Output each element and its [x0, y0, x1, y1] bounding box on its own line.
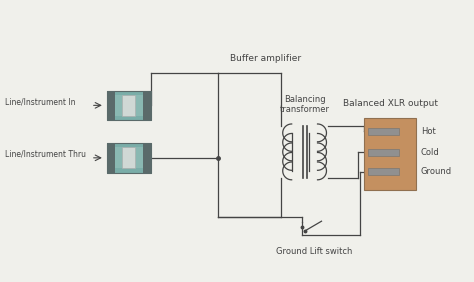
- Bar: [364, 118, 416, 190]
- Bar: [107, 143, 115, 173]
- Bar: [143, 91, 151, 120]
- Text: Buffer amplifier: Buffer amplifier: [230, 54, 301, 63]
- Bar: [135, 147, 143, 168]
- Text: Ground Lift switch: Ground Lift switch: [276, 247, 353, 256]
- Text: Line/Instrument In: Line/Instrument In: [5, 98, 76, 106]
- Text: Cold: Cold: [421, 148, 440, 157]
- Bar: [107, 91, 151, 120]
- Bar: [107, 91, 151, 120]
- Bar: [122, 147, 135, 168]
- Text: Balancing
transformer: Balancing transformer: [280, 95, 329, 114]
- Text: Line/Instrument Thru: Line/Instrument Thru: [5, 150, 86, 159]
- Bar: [107, 91, 115, 120]
- Bar: [115, 95, 122, 116]
- Bar: [115, 91, 143, 120]
- Bar: [135, 95, 143, 116]
- Bar: [115, 143, 143, 173]
- Text: Ground: Ground: [421, 167, 452, 176]
- Bar: [368, 168, 400, 175]
- Bar: [368, 127, 400, 135]
- Bar: [115, 147, 122, 168]
- Text: Hot: Hot: [421, 127, 436, 136]
- Bar: [143, 143, 151, 173]
- Bar: [107, 143, 151, 173]
- Text: Balanced XLR output: Balanced XLR output: [343, 99, 438, 108]
- Bar: [368, 149, 400, 156]
- Bar: [107, 143, 151, 173]
- Bar: [122, 95, 135, 116]
